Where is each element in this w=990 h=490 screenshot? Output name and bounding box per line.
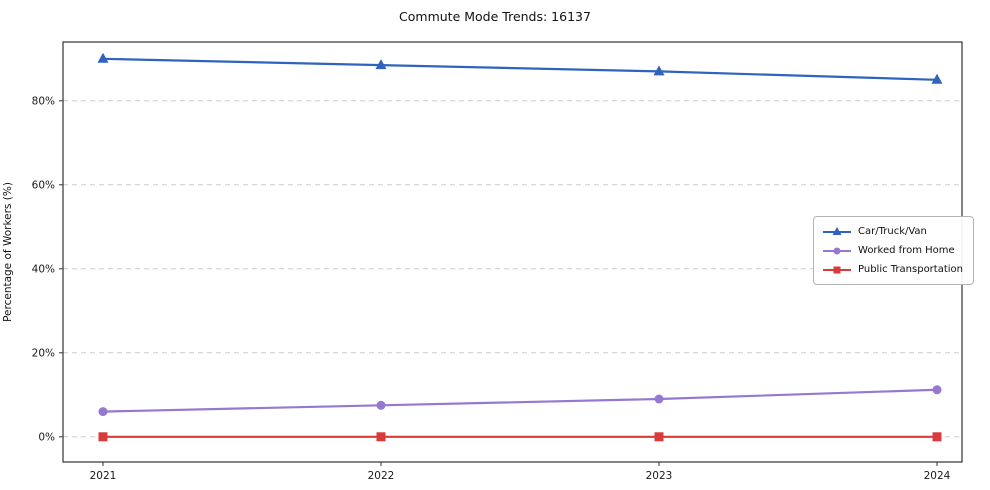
svg-text:2023: 2023	[646, 470, 673, 482]
legend-label-car: Car/Truck/Van	[858, 226, 927, 237]
svg-text:2022: 2022	[368, 470, 395, 482]
svg-text:2024: 2024	[924, 470, 951, 482]
svg-text:60%: 60%	[32, 179, 55, 191]
svg-text:40%: 40%	[32, 263, 55, 275]
chart-title: Commute Mode Trends: 16137	[399, 9, 591, 24]
legend: Car/Truck/Van Worked from Home Public Tr…	[813, 216, 974, 285]
svg-text:0%: 0%	[38, 431, 55, 443]
y-axis-label: Percentage of Workers (%)	[2, 182, 14, 322]
svg-text:20%: 20%	[32, 347, 55, 359]
legend-label-public: Public Transportation	[858, 264, 963, 275]
legend-label-home: Worked from Home	[858, 245, 955, 256]
legend-marker-public-icon	[823, 266, 852, 273]
legend-item-public: Public Transportation	[822, 260, 963, 279]
legend-marker-home-icon	[823, 247, 852, 254]
legend-marker-car-icon	[823, 226, 852, 235]
svg-text:2021: 2021	[90, 470, 117, 482]
legend-item-home: Worked from Home	[822, 241, 963, 260]
svg-text:80%: 80%	[32, 95, 55, 107]
legend-item-car: Car/Truck/Van	[822, 222, 963, 241]
